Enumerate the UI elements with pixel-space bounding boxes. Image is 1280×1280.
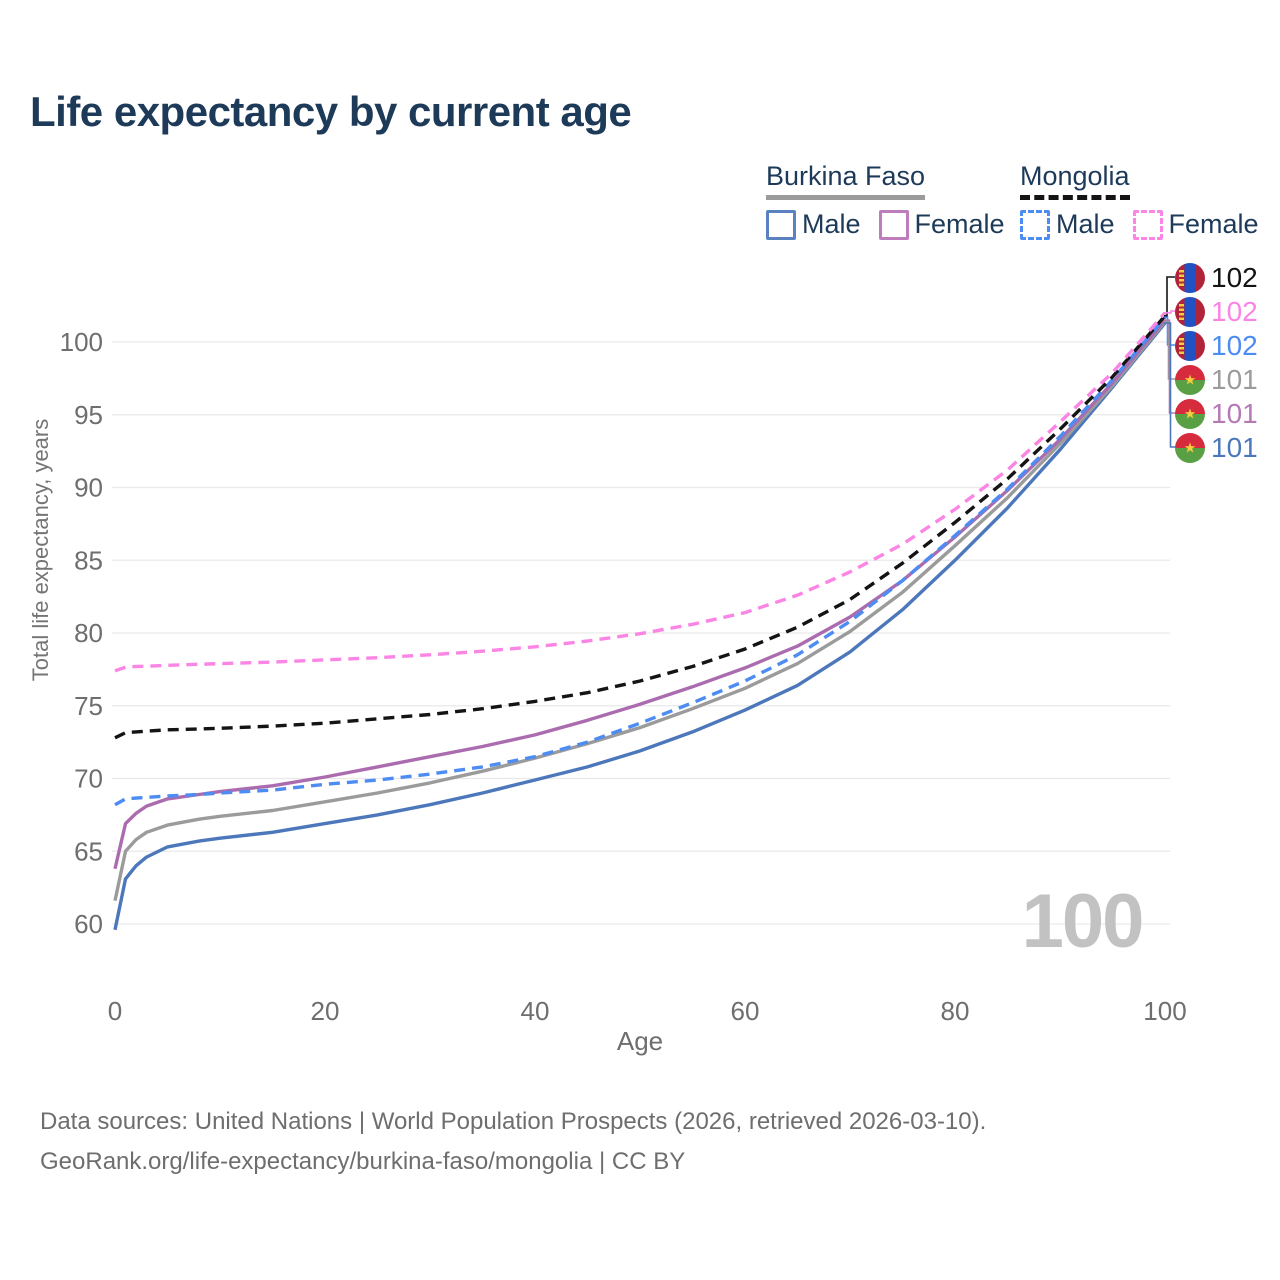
end-label-connector — [1164, 322, 1175, 448]
end-value-burkina-faso-total: 101 — [1211, 364, 1258, 395]
y-tick-label-70: 70 — [74, 764, 103, 794]
series-line-burkina-faso-male[interactable] — [113, 322, 1167, 931]
end-value-burkina-faso-male: 101 — [1211, 432, 1258, 463]
x-tick-label-100: 100 — [1143, 996, 1186, 1026]
burkina-faso-flag-icon — [1175, 433, 1205, 463]
series-line-mongolia-male[interactable] — [114, 316, 1167, 807]
soyombo-icon — [1179, 304, 1184, 320]
mongolia-male-swatch[interactable] — [1020, 209, 1050, 240]
legend-label-mongolia-female[interactable]: Female — [1168, 209, 1259, 239]
legend-label-mongolia-male[interactable]: Male — [1056, 209, 1115, 239]
y-axis-title: Total life expectancy, years — [28, 419, 53, 682]
end-label-connector — [1164, 310, 1175, 314]
x-tick-label-40: 40 — [521, 996, 550, 1026]
end-label-row: 102 — [1175, 296, 1258, 328]
y-tick-label-85: 85 — [74, 545, 103, 575]
end-value-mongolia-female: 102 — [1211, 296, 1258, 327]
star-icon — [1175, 406, 1205, 420]
end-label-connector — [1164, 276, 1175, 317]
data-sources-note: Data sources: United Nations | World Pop… — [40, 1108, 987, 1135]
series-line-burkina-faso-female[interactable] — [113, 319, 1167, 870]
legend-country-header: Burkina Faso — [766, 161, 926, 200]
star-icon — [1175, 372, 1205, 386]
y-tick-label-90: 90 — [74, 473, 103, 503]
burkina-faso-line-swatch — [766, 195, 926, 200]
legend-label-burkina-faso-female[interactable]: Female — [914, 209, 1005, 239]
legend-country-label-burkina-faso: Burkina Faso — [766, 161, 926, 191]
burkina-faso-female-swatch[interactable] — [878, 209, 909, 240]
burkina-faso-flag-icon — [1175, 365, 1205, 395]
star-icon — [1175, 440, 1205, 454]
end-label-connector — [1164, 319, 1175, 414]
mongolia-line-swatch — [1020, 195, 1130, 200]
x-tick-label-20: 20 — [311, 996, 340, 1026]
series-line-mongolia-female[interactable] — [114, 311, 1167, 673]
mongolia-flag-icon — [1175, 331, 1205, 361]
end-value-mongolia-total: 102 — [1211, 262, 1258, 293]
end-label-row: 102 — [1175, 330, 1258, 362]
y-tick-label-100: 100 — [60, 327, 103, 357]
soyombo-icon — [1179, 270, 1184, 286]
x-tick-label-80: 80 — [941, 996, 970, 1026]
x-tick-label-60: 60 — [731, 996, 760, 1026]
mongolia-female-swatch[interactable] — [1132, 209, 1163, 240]
y-tick-label-60: 60 — [74, 909, 103, 939]
y-tick-label-65: 65 — [74, 836, 103, 866]
soyombo-icon — [1179, 338, 1184, 354]
legend-items: Male Female — [766, 209, 1023, 240]
end-label-row: 101 — [1175, 398, 1258, 430]
y-tick-label-95: 95 — [74, 400, 103, 430]
mongolia-flag-icon — [1175, 263, 1205, 293]
attribution-note: GeoRank.org/life-expectancy/burkina-faso… — [40, 1148, 686, 1175]
page-title: Life expectancy by current age — [30, 88, 632, 135]
x-axis-title: Age — [617, 1026, 663, 1056]
chart-canvas: 100 60 65 70 75 80 85 90 95 100 0 20 40 60 80 100 Age Tot… — [28, 276, 1187, 1056]
mongolia-flag-icon — [1175, 297, 1205, 327]
x-tick-label-0: 0 — [108, 996, 122, 1026]
burkina-faso-male-swatch[interactable] — [766, 209, 796, 240]
legend-group-mongolia: Mongolia Male Female — [1020, 161, 1277, 240]
series-line-burkina-faso[interactable] — [113, 320, 1167, 902]
end-label-row: 101 — [1175, 364, 1258, 396]
end-value-burkina-faso-female: 101 — [1211, 398, 1258, 429]
end-label-connector — [1164, 320, 1175, 380]
burkina-faso-flag-icon — [1175, 399, 1205, 429]
legend-group-burkina-faso: Burkina Faso Male Female — [766, 161, 1023, 240]
end-label-row: 102 — [1175, 262, 1258, 294]
legend-label-burkina-faso-male[interactable]: Male — [802, 209, 861, 239]
y-tick-label-80: 80 — [74, 618, 103, 648]
end-value-mongolia-male: 102 — [1211, 330, 1258, 361]
y-tick-label-75: 75 — [74, 691, 103, 721]
legend-country-header: Mongolia — [1020, 161, 1130, 200]
series-line-mongolia[interactable] — [114, 314, 1167, 740]
legend-items: Male Female — [1020, 209, 1277, 240]
end-label-row: 101 — [1175, 432, 1258, 464]
age-counter-watermark: 100 — [1022, 879, 1143, 964]
legend-country-label-mongolia: Mongolia — [1020, 161, 1130, 191]
